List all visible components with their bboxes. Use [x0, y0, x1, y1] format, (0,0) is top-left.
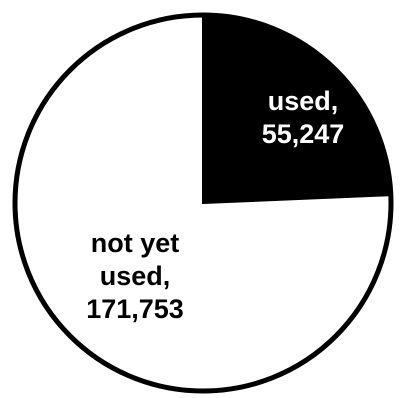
slice-not-yet-used-label: not yet used, 171,753 [86, 228, 184, 324]
label-line: not yet [91, 228, 180, 258]
label-line: 55,247 [262, 119, 345, 149]
label-line: 171,753 [86, 294, 184, 324]
label-line: used, [268, 86, 339, 116]
label-line: used, [100, 261, 171, 291]
